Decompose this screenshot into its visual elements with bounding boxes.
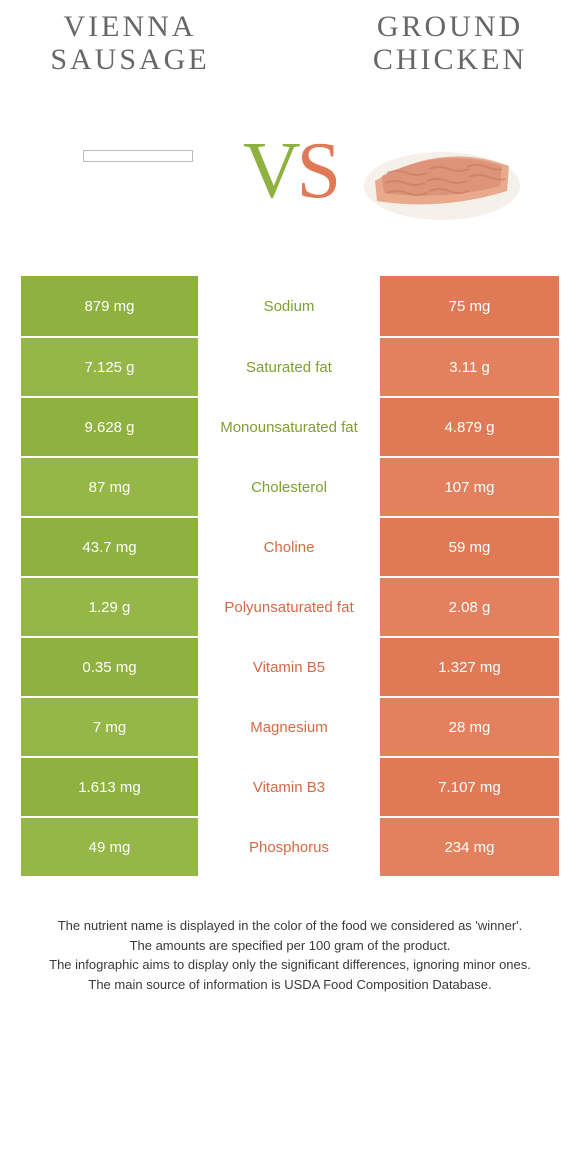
left-value: 7 mg bbox=[21, 698, 200, 756]
vs-row: VS bbox=[0, 91, 580, 251]
table-row: 9.628 gMonounsaturated fat4.879 g bbox=[21, 396, 559, 456]
food-right-image bbox=[357, 111, 527, 231]
nutrient-label: Monounsaturated fat bbox=[200, 398, 380, 456]
left-value: 0.35 mg bbox=[21, 638, 200, 696]
table-row: 43.7 mgCholine59 mg bbox=[21, 516, 559, 576]
nutrient-label: Vitamin B3 bbox=[200, 758, 380, 816]
right-value: 4.879 g bbox=[380, 398, 559, 456]
right-value: 28 mg bbox=[380, 698, 559, 756]
table-row: 49 mgPhosphorus234 mg bbox=[21, 816, 559, 876]
table-row: 1.29 gPolyunsaturated fat2.08 g bbox=[21, 576, 559, 636]
table-row: 0.35 mgVitamin B51.327 mg bbox=[21, 636, 559, 696]
header: VIENNASAUSAGE GROUNDCHICKEN bbox=[0, 0, 580, 76]
ground-chicken-icon bbox=[357, 111, 527, 231]
left-value: 43.7 mg bbox=[21, 518, 200, 576]
nutrient-label: Magnesium bbox=[200, 698, 380, 756]
nutrient-label: Sodium bbox=[200, 276, 380, 336]
left-value: 1.613 mg bbox=[21, 758, 200, 816]
right-value: 59 mg bbox=[380, 518, 559, 576]
table-row: 1.613 mgVitamin B37.107 mg bbox=[21, 756, 559, 816]
nutrient-label: Choline bbox=[200, 518, 380, 576]
footer-notes: The nutrient name is displayed in the co… bbox=[0, 916, 580, 994]
left-value: 1.29 g bbox=[21, 578, 200, 636]
right-value: 3.11 g bbox=[380, 338, 559, 396]
food-left-image bbox=[53, 111, 223, 231]
right-value: 107 mg bbox=[380, 458, 559, 516]
left-value: 9.628 g bbox=[21, 398, 200, 456]
food-right-title: GROUNDCHICKEN bbox=[350, 10, 550, 76]
left-value: 87 mg bbox=[21, 458, 200, 516]
table-row: 879 mgSodium75 mg bbox=[21, 276, 559, 336]
vs-label: VS bbox=[243, 126, 337, 217]
right-value: 2.08 g bbox=[380, 578, 559, 636]
vs-v-letter: V bbox=[243, 127, 297, 215]
right-value: 234 mg bbox=[380, 818, 559, 876]
footer-line-1: The nutrient name is displayed in the co… bbox=[20, 916, 560, 936]
nutrient-label: Polyunsaturated fat bbox=[200, 578, 380, 636]
footer-line-3: The infographic aims to display only the… bbox=[20, 955, 560, 975]
nutrient-label: Cholesterol bbox=[200, 458, 380, 516]
right-value: 1.327 mg bbox=[380, 638, 559, 696]
table-row: 87 mgCholesterol107 mg bbox=[21, 456, 559, 516]
nutrient-label: Vitamin B5 bbox=[200, 638, 380, 696]
left-value: 7.125 g bbox=[21, 338, 200, 396]
footer-line-2: The amounts are specified per 100 gram o… bbox=[20, 936, 560, 956]
food-left-title: VIENNASAUSAGE bbox=[30, 10, 230, 76]
vs-s-letter: S bbox=[297, 127, 338, 215]
table-row: 7 mgMagnesium28 mg bbox=[21, 696, 559, 756]
nutrient-label: Saturated fat bbox=[200, 338, 380, 396]
nutrient-label: Phosphorus bbox=[200, 818, 380, 876]
comparison-table: 879 mgSodium75 mg7.125 gSaturated fat3.1… bbox=[21, 276, 559, 876]
left-value: 49 mg bbox=[21, 818, 200, 876]
table-row: 7.125 gSaturated fat3.11 g bbox=[21, 336, 559, 396]
right-value: 7.107 mg bbox=[380, 758, 559, 816]
right-value: 75 mg bbox=[380, 276, 559, 336]
left-value: 879 mg bbox=[21, 276, 200, 336]
placeholder-box-icon bbox=[83, 150, 193, 162]
footer-line-4: The main source of information is USDA F… bbox=[20, 975, 560, 995]
